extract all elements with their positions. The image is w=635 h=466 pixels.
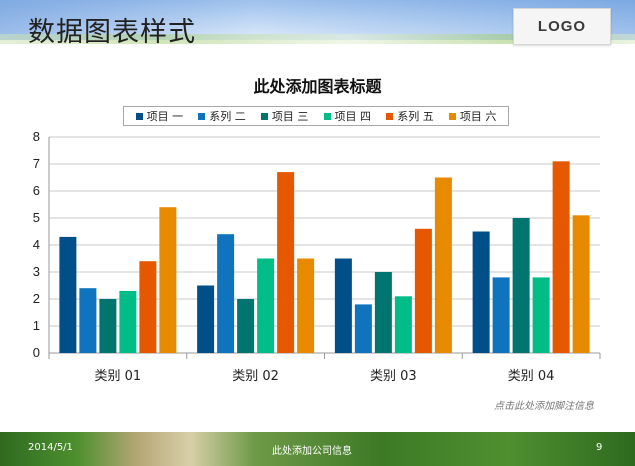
y-tick-label: 6 — [33, 183, 40, 198]
page-number: 9 — [596, 442, 603, 453]
bar — [277, 172, 295, 353]
bar — [472, 231, 490, 353]
x-tick-label: 类别 04 — [508, 369, 555, 384]
legend-label: 项目 一 — [146, 110, 184, 123]
bar — [139, 261, 157, 353]
bar — [552, 161, 570, 353]
legend-swatch — [386, 112, 394, 120]
legend-swatch — [135, 112, 143, 120]
y-tick-label: 7 — [33, 156, 40, 171]
legend-item: 系列 二 — [198, 108, 246, 124]
bar — [492, 277, 510, 353]
y-tick-label: 1 — [33, 318, 40, 333]
bar — [197, 285, 215, 353]
footer-company-info: 此处添加公司信息 — [272, 446, 352, 457]
legend-swatch — [260, 112, 268, 120]
legend-item: 系列 五 — [386, 108, 434, 124]
bar — [334, 258, 352, 353]
x-tick-label: 类别 02 — [232, 369, 279, 384]
footnote: 点击此处添加脚注信息 — [494, 401, 594, 412]
x-tick-label: 类别 01 — [95, 369, 142, 384]
legend-label: 项目 六 — [459, 110, 497, 123]
legend-label: 系列 二 — [209, 110, 246, 123]
bar — [532, 277, 550, 353]
bar — [59, 236, 77, 353]
y-tick-label: 3 — [33, 264, 40, 279]
page-title: 数据图表样式 — [28, 17, 196, 48]
y-tick-label: 8 — [33, 129, 40, 144]
y-tick-label: 2 — [33, 291, 40, 306]
legend-item: 项目 六 — [448, 108, 497, 124]
bar — [217, 234, 235, 353]
bar — [159, 207, 177, 353]
legend-label: 项目 四 — [334, 110, 372, 123]
x-tick-label: 类别 03 — [370, 369, 417, 384]
legend-label: 项目 三 — [271, 110, 309, 123]
bar — [99, 299, 117, 353]
bar — [354, 304, 372, 353]
legend-item: 项目 三 — [260, 108, 309, 124]
legend-item: 项目 四 — [323, 108, 372, 124]
y-tick-label: 0 — [33, 345, 40, 360]
y-tick-label: 5 — [33, 210, 40, 225]
bar — [119, 290, 137, 353]
bar — [512, 218, 530, 353]
bar — [237, 299, 255, 353]
grass-band — [0, 34, 635, 44]
bar — [394, 296, 412, 353]
legend-swatch — [198, 112, 206, 120]
chart-legend: 项目 一 系列 二 项目 三 项目 四 系列 五 项目 六 — [123, 106, 509, 126]
legend-swatch — [323, 112, 331, 120]
y-tick-label: 4 — [33, 237, 40, 252]
bar — [572, 215, 590, 353]
chart-title: 此处添加图表标题 — [253, 77, 382, 96]
logo: LOGO — [513, 8, 611, 45]
bar — [297, 258, 315, 353]
bar — [79, 288, 97, 353]
bar — [374, 272, 392, 353]
bar — [434, 177, 452, 353]
legend-swatch — [448, 112, 456, 120]
bar — [257, 258, 275, 353]
footer-date: 2014/5/1 — [28, 442, 73, 453]
bar — [414, 228, 432, 353]
footer-bar: 2014/5/1 此处添加公司信息 9 — [0, 432, 635, 466]
legend-item: 项目 一 — [135, 108, 184, 124]
legend-label: 系列 五 — [397, 110, 434, 123]
